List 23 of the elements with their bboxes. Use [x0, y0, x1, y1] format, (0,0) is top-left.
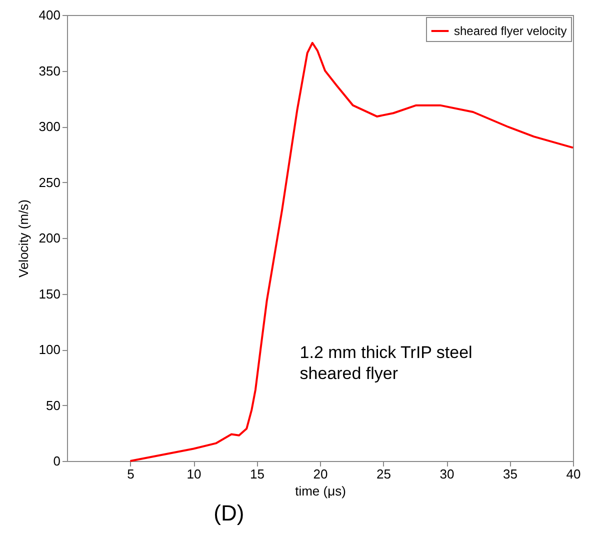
x-tick-label: 35	[503, 466, 518, 482]
line-series	[129, 42, 574, 462]
y-tick-label: 100	[38, 342, 60, 357]
annotation: 1.2 mm thick TrIP steel sheared flyer	[300, 343, 472, 384]
y-tick-label: 0	[53, 454, 60, 468]
legend-label: sheared flyer velocity	[454, 24, 567, 38]
x-tick-label: 20	[313, 466, 328, 482]
y-tick-label: 50	[46, 398, 60, 413]
y-tick-label: 200	[38, 230, 60, 246]
x-tick-label: 25	[376, 466, 391, 482]
x-tick-label: 15	[250, 466, 264, 482]
y-axis-title: Velocity (m/s)	[16, 199, 31, 278]
y-tick-label: 350	[38, 63, 60, 78]
x-tick-label: 5	[127, 466, 134, 482]
x-axis-title: time (μs)	[295, 484, 346, 498]
y-tick-label: 300	[38, 119, 60, 134]
y-tick-label: 150	[38, 286, 60, 302]
y-tick-label: 250	[38, 174, 60, 190]
x-tick-label: 10	[186, 466, 202, 482]
x-tick-label: 30	[440, 466, 454, 482]
text: (D)	[214, 500, 244, 526]
y-tick-label: 400	[38, 8, 60, 22]
x-tick-label: 40	[566, 466, 581, 482]
